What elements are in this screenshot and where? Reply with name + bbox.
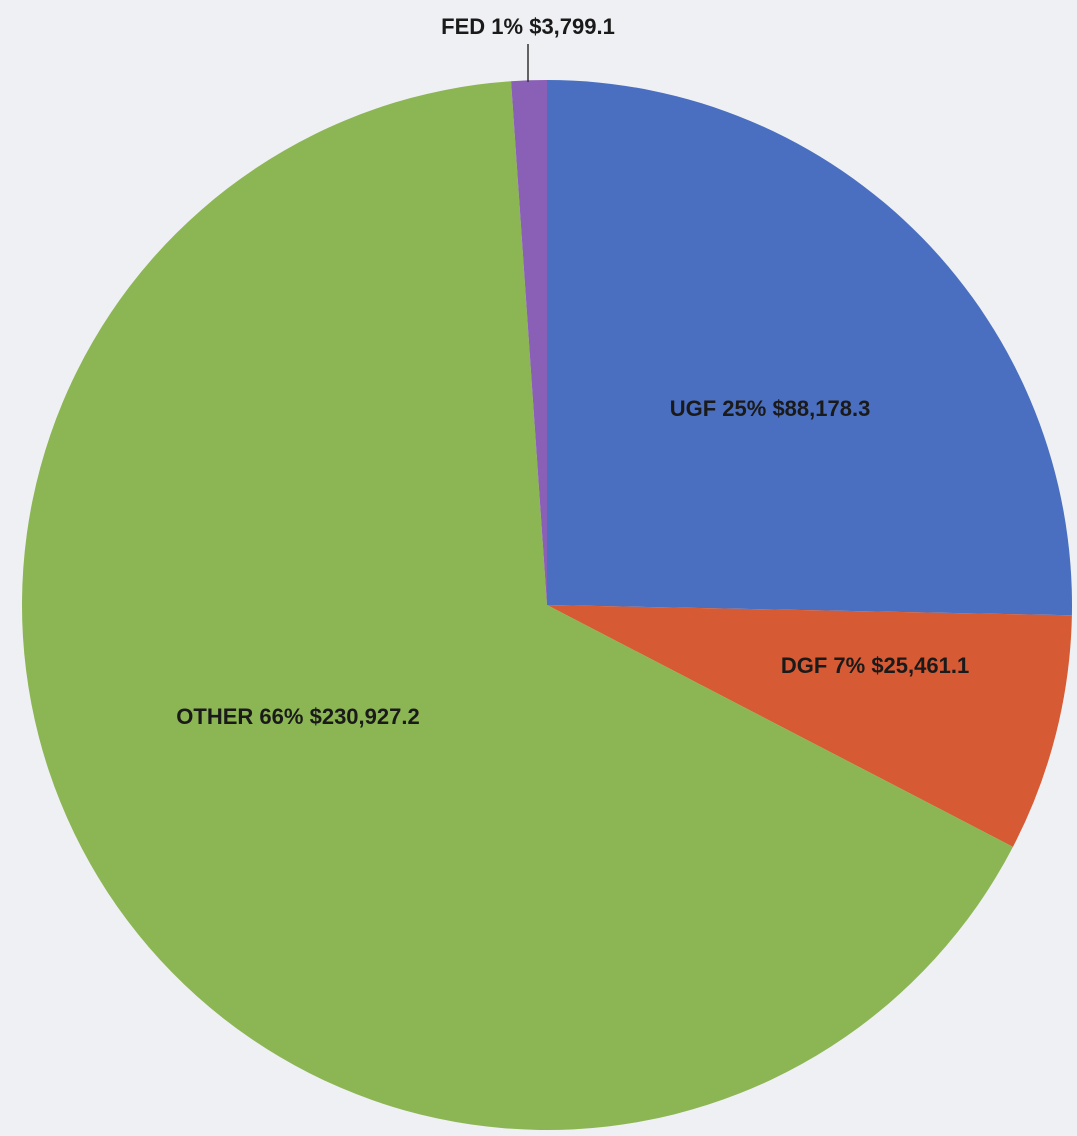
category-label: OTHER <box>176 704 253 729</box>
category-label: DGF <box>781 653 827 678</box>
value-label: $230,927.2 <box>310 704 420 729</box>
percent-label: 7% <box>833 653 865 678</box>
pie-slice <box>547 605 1072 847</box>
value-label: $88,178.3 <box>772 396 870 421</box>
data-label: FED 1% $3,799.1 <box>441 14 615 39</box>
data-label: DGF 7% $25,461.1 <box>781 653 969 678</box>
data-label: UGF 25% $88,178.3 <box>670 396 871 421</box>
value-label: $25,461.1 <box>871 653 969 678</box>
percent-label: 66% <box>259 704 303 729</box>
percent-label: 1% <box>491 14 523 39</box>
percent-label: 25% <box>722 396 766 421</box>
category-label: UGF <box>670 396 716 421</box>
data-label: OTHER 66% $230,927.2 <box>176 704 419 729</box>
pie-slice <box>21 81 1013 1131</box>
category-label: FED <box>441 14 485 39</box>
value-label: $3,799.1 <box>529 14 615 39</box>
pie-slice <box>547 80 1072 616</box>
pie-slice <box>511 80 547 605</box>
